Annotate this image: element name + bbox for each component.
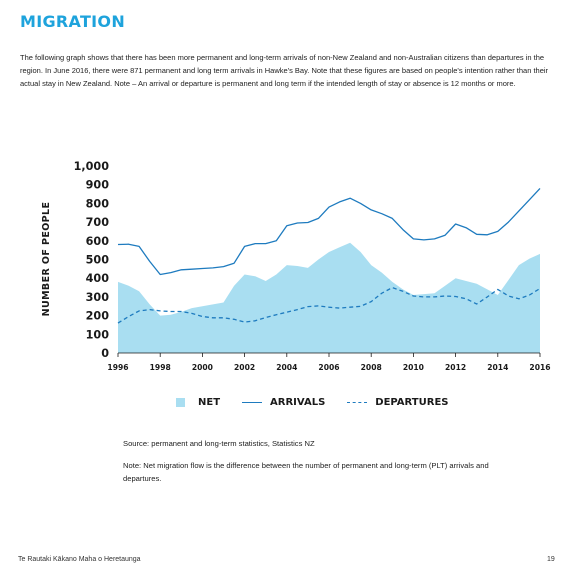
intro-paragraph: The following graph shows that there has… — [20, 53, 549, 88]
legend-item-net: NET — [176, 397, 220, 408]
y-tick-label: 700 — [86, 216, 110, 229]
x-tick-label: 1998 — [150, 363, 171, 372]
y-tick-label: 200 — [86, 310, 110, 323]
source-note: Source: permanent and long-term statisti… — [123, 439, 315, 448]
x-tick-label: 2006 — [318, 363, 339, 372]
page-title: MIGRATION — [20, 12, 126, 31]
y-tick-label: 900 — [86, 179, 110, 192]
footer-document-title: Te Rautaki Kākano Maha o Heretaunga — [18, 556, 141, 563]
page-number: 19 — [547, 556, 555, 563]
y-tick-label: 300 — [86, 291, 110, 304]
departures-line — [117, 286, 541, 324]
migration-chart: 0 100 200 300 400 500 600 700 800 900 1,000 1996 199… — [41, 160, 551, 372]
x-tick-label: 2008 — [361, 363, 382, 372]
x-tick-label: 2004 — [276, 363, 297, 372]
x-tick-label: 2002 — [234, 363, 255, 372]
y-axis-label: NUMBER OF PEOPLE — [41, 202, 52, 317]
net-swatch — [176, 397, 185, 407]
x-tick-label: 1996 — [107, 363, 128, 372]
legend-item-departures: DEPARTURES — [347, 397, 448, 408]
tick-label-layer: 0 100 200 300 400 500 600 700 800 900 1,000 1996 199… — [74, 160, 551, 372]
y-tick-label: 1,000 — [74, 160, 110, 173]
legend-label-net: NET — [198, 396, 221, 408]
net-area-layer — [118, 242, 540, 353]
arrivals-swatch — [242, 401, 263, 403]
net-area — [118, 242, 540, 353]
x-tick-label: 2010 — [403, 363, 424, 372]
y-tick-label: 400 — [86, 272, 110, 285]
x-tick-label: 2000 — [192, 363, 213, 372]
departures-swatch — [347, 401, 368, 403]
legend-label-departures: DEPARTURES — [375, 396, 449, 408]
y-tick-label: 800 — [86, 197, 110, 210]
legend-label-arrivals: ARRIVALS — [270, 396, 326, 408]
y-tick-label: 600 — [86, 235, 110, 248]
legend-item-arrivals: ARRIVALS — [242, 397, 325, 408]
x-tick-label: 2016 — [529, 363, 550, 372]
x-tick-label: 2012 — [445, 363, 466, 372]
y-tick-label: 500 — [86, 254, 110, 267]
y-tick-label: 100 — [86, 328, 110, 341]
series-line-layer — [117, 187, 541, 324]
arrivals-line — [117, 187, 541, 276]
x-tick-label: 2014 — [487, 363, 508, 372]
axis-layer — [117, 352, 541, 357]
chart-legend: NET ARRIVALS DEPARTURES — [176, 395, 448, 409]
y-tick-label: 0 — [101, 347, 109, 360]
migration-note: Note: Net migration flow is the differen… — [123, 461, 489, 483]
